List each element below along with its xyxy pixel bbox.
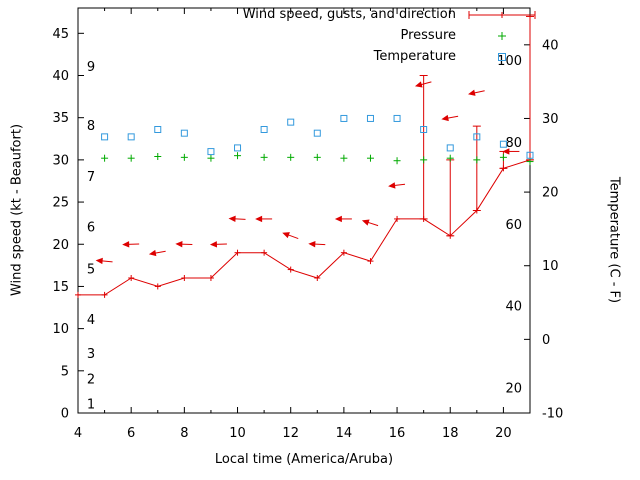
- svg-text:100: 100: [497, 54, 522, 69]
- temperature-square-sample-icon: [498, 52, 506, 61]
- svg-text:80: 80: [505, 136, 522, 151]
- svg-text:3: 3: [87, 347, 95, 362]
- svg-text:10: 10: [52, 322, 69, 337]
- wind-direction-arrow: [414, 81, 432, 88]
- svg-text:4: 4: [87, 313, 95, 328]
- svg-text:6: 6: [127, 426, 135, 441]
- svg-text:35: 35: [52, 111, 69, 126]
- wind-direction-arrow: [148, 249, 166, 257]
- svg-text:12: 12: [282, 426, 299, 441]
- svg-text:9: 9: [87, 60, 95, 75]
- svg-text:15: 15: [52, 280, 69, 295]
- svg-text:8: 8: [180, 426, 188, 441]
- legend-item-pressure: Pressure: [400, 25, 538, 46]
- y-axis-label-temperature: Temperature (C - F): [606, 176, 622, 304]
- wind-direction-arrow: [175, 240, 193, 248]
- wind-direction-arrow: [228, 215, 246, 223]
- svg-text:0: 0: [61, 407, 69, 422]
- svg-text:4: 4: [74, 426, 82, 441]
- legend-label-wind: Wind speed, gusts, and direction: [242, 7, 456, 22]
- svg-text:30: 30: [542, 112, 559, 127]
- svg-text:10: 10: [542, 259, 559, 274]
- svg-text:6: 6: [87, 220, 95, 235]
- legend-item-wind: Wind speed, gusts, and direction: [243, 4, 538, 25]
- axes: 4 6 8 10 12 14 16 18 200510152025303540451234567…: [52, 7, 563, 441]
- wind-direction-arrow: [255, 215, 273, 223]
- wind-direction-arrow: [95, 257, 113, 265]
- svg-text:16: 16: [389, 426, 406, 441]
- wind-series: [75, 15, 534, 298]
- legend: Wind speed, gusts, and direction Pressur…: [243, 4, 538, 67]
- svg-text:2: 2: [87, 372, 95, 387]
- wind-direction-arrow: [209, 241, 227, 248]
- pressure-series: [101, 152, 534, 166]
- svg-text:-10: -10: [542, 407, 563, 422]
- svg-text:40: 40: [505, 300, 522, 315]
- wind-direction-arrow: [441, 114, 459, 122]
- svg-text:25: 25: [52, 196, 69, 211]
- svg-text:5: 5: [87, 263, 95, 278]
- wind-direction-arrow: [122, 241, 140, 248]
- wind-direction-arrow: [468, 89, 485, 96]
- svg-text:60: 60: [505, 218, 522, 233]
- svg-text:20: 20: [542, 186, 559, 201]
- legend-label-temperature: Temperature: [373, 49, 456, 64]
- wind-direction-arrow: [388, 182, 406, 189]
- y-axis-label-wind-speed: Wind speed (kt - Beaufort): [9, 123, 25, 297]
- wind-direction-arrow: [334, 215, 352, 223]
- svg-text:18: 18: [442, 426, 459, 441]
- svg-text:45: 45: [52, 27, 69, 42]
- temperature-series: [101, 114, 534, 159]
- svg-text:14: 14: [336, 426, 353, 441]
- wind-errorbar-sample-icon: [468, 10, 536, 19]
- svg-text:10: 10: [229, 426, 246, 441]
- svg-text:20: 20: [505, 381, 522, 396]
- svg-text:8: 8: [87, 119, 95, 134]
- svg-text:20: 20: [495, 426, 512, 441]
- svg-text:0: 0: [542, 333, 550, 348]
- wind-direction-arrow: [502, 148, 520, 155]
- x-axis-label: Local time (America/Aruba): [214, 452, 394, 467]
- svg-text:40: 40: [52, 69, 69, 84]
- svg-text:7: 7: [87, 170, 95, 185]
- svg-text:30: 30: [52, 153, 69, 168]
- wind-direction-arrow: [308, 240, 326, 248]
- wind-direction-arrow: [361, 219, 379, 227]
- svg-text:20: 20: [52, 238, 69, 253]
- pressure-plus-sample-icon: [498, 31, 506, 40]
- legend-label-pressure: Pressure: [400, 28, 456, 43]
- wind-direction-arrow: [282, 232, 299, 240]
- legend-item-temperature: Temperature: [374, 46, 538, 67]
- svg-text:5: 5: [61, 364, 69, 379]
- svg-text:1: 1: [87, 398, 95, 413]
- svg-text:40: 40: [542, 38, 559, 53]
